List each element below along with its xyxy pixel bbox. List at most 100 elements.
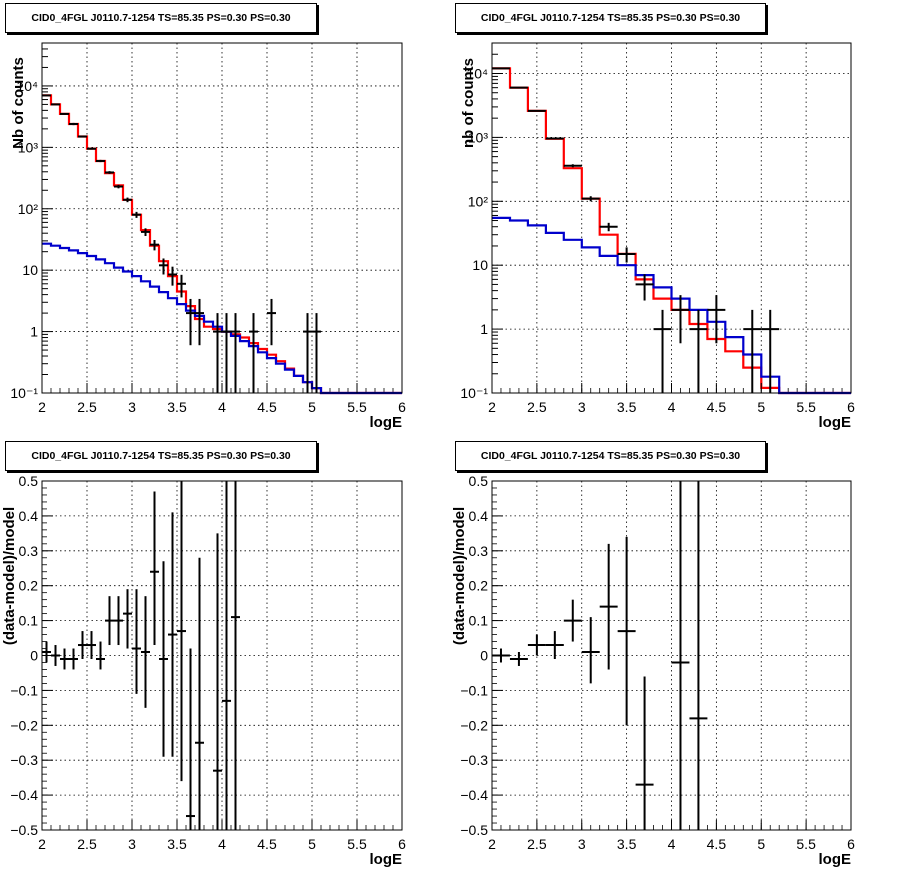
y-tick-label: 1 — [480, 321, 488, 337]
x-tick-label: 4.5 — [257, 399, 277, 415]
x-tick-label: 4 — [218, 399, 226, 415]
data-point — [123, 589, 132, 649]
data-point — [545, 137, 564, 140]
data-point — [123, 197, 132, 203]
x-axis-title: logE — [370, 414, 403, 431]
data-point — [617, 247, 636, 263]
data-point — [267, 298, 276, 346]
data-point — [96, 641, 105, 670]
data-point — [671, 481, 690, 830]
y-axis-title: nb of counts — [460, 58, 477, 148]
x-tick-label: 2 — [38, 836, 46, 852]
data-point — [231, 481, 240, 830]
panel-title-2: CID0_4FGL J0110.7-1254 TS=85.35 PS=0.30 … — [5, 441, 317, 471]
x-tick-label: 2 — [488, 836, 496, 852]
y-tick-label: −0.2 — [10, 717, 38, 733]
y-tick-label: −0.1 — [460, 682, 488, 698]
y-tick-label: 0.1 — [19, 613, 39, 629]
data-point — [105, 171, 114, 174]
y-tick-label: 0 — [480, 648, 488, 664]
data-point — [168, 266, 177, 286]
x-tick-label: 4 — [668, 836, 676, 852]
x-tick-label: 5.5 — [796, 836, 816, 852]
data-point — [168, 512, 177, 757]
data-point — [581, 617, 600, 684]
data-point — [186, 648, 195, 830]
y-tick-label: 0.4 — [469, 508, 489, 524]
panel-title-3: CID0_4FGL J0110.7-1254 TS=85.35 PS=0.30 … — [455, 441, 766, 471]
x-tick-label: 5.5 — [347, 836, 367, 852]
y-tick-label: 10² — [468, 193, 489, 209]
data-point — [69, 648, 78, 670]
y-tick-label: 0 — [30, 648, 38, 664]
data-point — [159, 258, 168, 275]
y-axis-title: (data-model)/model — [451, 507, 468, 645]
data-point — [671, 295, 690, 344]
histogram-series-0 — [42, 94, 402, 395]
data-point — [42, 94, 51, 97]
y-tick-label: 0.2 — [19, 578, 39, 594]
data-point — [527, 109, 546, 112]
panel-title-1: CID0_4FGL J0110.7-1254 TS=85.35 PS=0.30 … — [455, 3, 766, 33]
x-tick-label: 6 — [398, 836, 406, 852]
x-tick-label: 3.5 — [167, 399, 187, 415]
data-point — [150, 239, 159, 251]
x-axis-title: logE — [819, 851, 852, 868]
data-point — [195, 557, 204, 830]
y-tick-label: 0.3 — [19, 543, 39, 559]
x-tick-label: 6 — [847, 836, 855, 852]
y-tick-label: 10³ — [18, 139, 39, 155]
panel-title-0: CID0_4FGL J0110.7-1254 TS=85.35 PS=0.30 … — [5, 3, 317, 33]
data-point — [509, 86, 528, 89]
x-tick-label: 5 — [757, 399, 765, 415]
y-tick-label: −0.5 — [460, 822, 488, 838]
panel-1: 2 2.5 3 3.5 4 4.5 5 5.5 6 10⁻¹ 1 10 10² 10³ 10⁴ logE nb … — [460, 42, 855, 431]
data-point — [114, 184, 123, 189]
data-point — [545, 631, 564, 659]
y-tick-label: −0.4 — [10, 787, 38, 803]
y-tick-label: −0.3 — [460, 752, 488, 768]
y-axis-title: (data-model)/model — [1, 507, 18, 645]
data-point — [222, 481, 231, 830]
x-tick-label: 3.5 — [617, 836, 637, 852]
x-tick-label: 4 — [218, 836, 226, 852]
y-tick-label: 0.4 — [19, 508, 39, 524]
data-point — [60, 112, 69, 115]
data-point — [42, 641, 51, 663]
data-point — [141, 596, 150, 708]
y-tick-label: −0.2 — [460, 717, 488, 733]
data-point — [132, 211, 141, 218]
x-tick-label: 2 — [488, 399, 496, 415]
x-tick-label: 4.5 — [707, 836, 727, 852]
x-tick-label: 3 — [128, 836, 136, 852]
y-tick-label: 0.5 — [19, 473, 39, 489]
x-tick-label: 6 — [847, 399, 855, 415]
plot-frame — [491, 480, 852, 831]
x-tick-label: 2.5 — [527, 836, 547, 852]
data-point — [177, 481, 186, 782]
data-point — [635, 676, 654, 830]
data-point — [689, 309, 708, 393]
data-point — [527, 634, 546, 656]
data-point — [78, 135, 87, 138]
y-tick-label: −0.3 — [10, 752, 38, 768]
y-tick-label: 0.1 — [469, 613, 489, 629]
data-point — [599, 222, 618, 232]
y-tick-label: 10⁻¹ — [460, 385, 488, 401]
x-tick-label: 5 — [308, 836, 316, 852]
x-tick-label: 4 — [668, 399, 676, 415]
x-tick-label: 3.5 — [167, 836, 187, 852]
data-point — [492, 67, 510, 70]
data-point — [213, 313, 222, 393]
data-point — [186, 298, 195, 346]
data-point — [87, 631, 96, 659]
data-point — [689, 481, 708, 830]
data-point — [150, 491, 159, 646]
x-tick-label: 5 — [757, 836, 765, 852]
data-point — [114, 596, 123, 646]
y-tick-label: 10² — [18, 201, 39, 217]
x-tick-label: 2.5 — [77, 399, 97, 415]
y-axis-title: Nb of counts — [10, 57, 27, 149]
y-tick-label: 0.3 — [469, 543, 489, 559]
